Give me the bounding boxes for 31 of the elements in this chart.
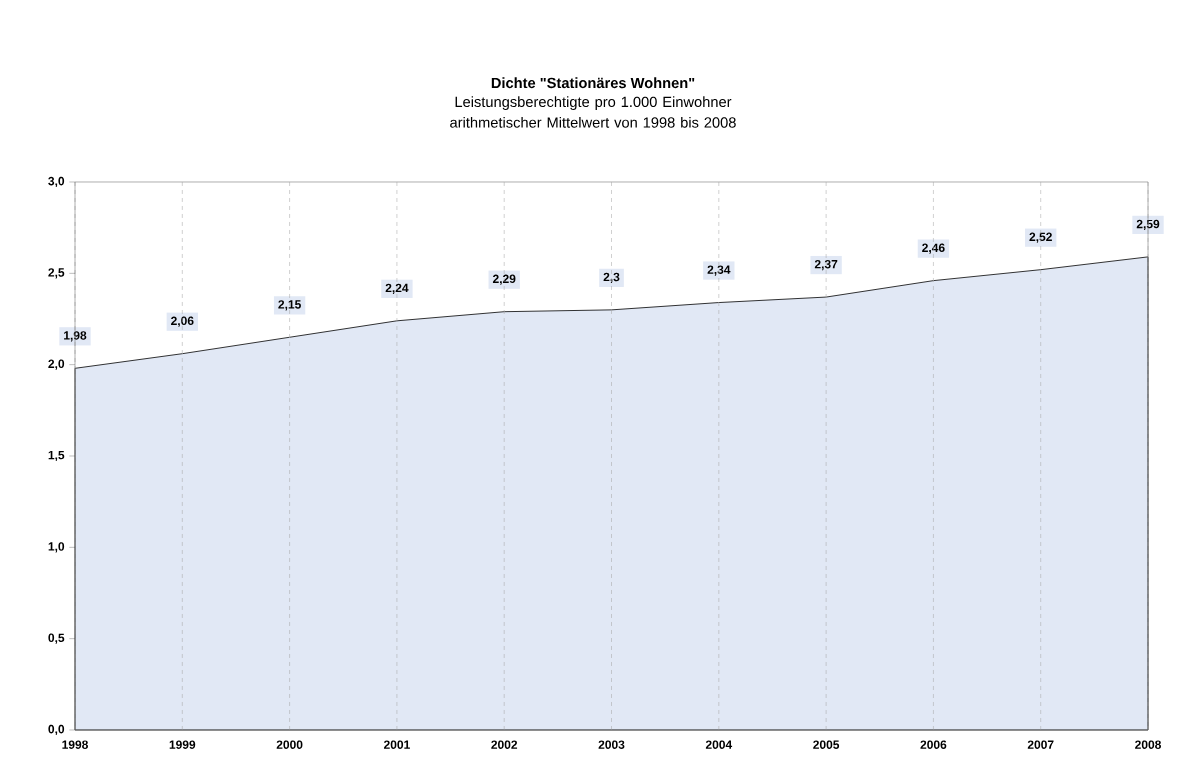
data-label: 2,29 [492,274,516,285]
x-tick-label: 2008 [1135,740,1161,749]
x-tick-label: 2005 [813,740,840,749]
y-tick-label: 0,5 [48,633,65,644]
data-label: 2,34 [707,265,731,276]
data-label: 2,37 [814,259,838,271]
x-tick-label: 2002 [491,740,518,749]
x-tick-label: 1998 [62,740,88,749]
y-tick-label: 3,0 [48,176,65,188]
data-label: 2,52 [1029,232,1052,243]
data-label: 2,46 [922,243,945,254]
y-tick-label: 0,0 [48,724,65,736]
y-tick-label: 1,5 [48,450,65,462]
x-tick-label: 2000 [276,740,303,749]
data-label: 2,15 [278,300,301,311]
y-tick-label: 2,5 [48,268,65,279]
x-tick-label: 2007 [1027,740,1054,749]
data-label: 2,59 [1136,219,1160,231]
chart-subtitle: Leistungsberechtigte pro 1.000 Einwohner arithmetischer Mittelwert von 1998 bis 2008 [450,96,736,128]
x-tick-label: 2003 [598,740,625,749]
x-tick-label: 2006 [920,740,947,749]
x-tick-label: 2004 [705,740,733,749]
y-tick-label: 1,0 [48,542,65,553]
data-label: 2,24 [385,283,409,294]
x-tick-label: 2001 [383,740,410,749]
data-label: 2,06 [171,316,194,327]
x-tick-label: 1999 [169,740,196,749]
chart-title: Dichte "Stationäres Wohnen" [491,77,695,89]
data-label: 2,3 [603,272,620,283]
data-label: 1,98 [64,331,87,342]
y-tick-label: 2,0 [48,359,65,370]
